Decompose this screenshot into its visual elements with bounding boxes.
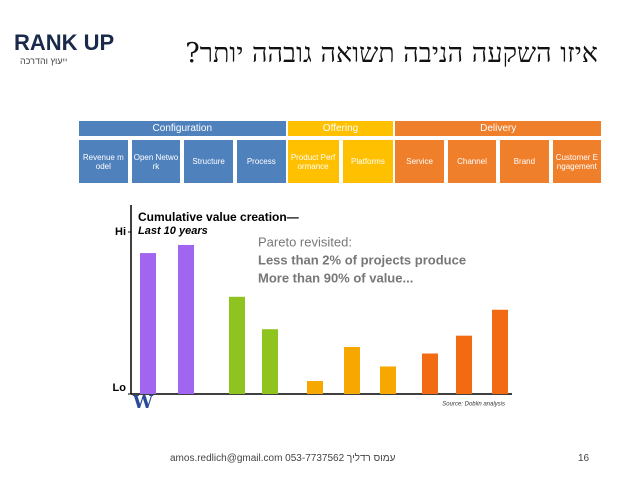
cell: Structure [184, 140, 233, 183]
page-number: 16 [578, 453, 590, 464]
group-header: Configuration [79, 121, 286, 136]
bar [344, 347, 360, 394]
bar [140, 253, 156, 394]
chart-title: Cumulative value creation— [138, 210, 299, 224]
cell-row: Revenue model Open Network Structure Proces… [79, 140, 286, 183]
bar [422, 353, 438, 394]
bar [262, 329, 278, 394]
w-logo: W [132, 392, 154, 413]
group-header: Offering [287, 121, 394, 136]
logo-text: RANK UP [14, 30, 115, 55]
annotation: More than 90% of value... [258, 270, 413, 285]
business-table: Configuration Revenue model Open Network St… [79, 121, 602, 183]
y-tick-label: Lo [113, 382, 127, 394]
chart-subtitle: Last 10 years [138, 225, 208, 237]
annotation: Less than 2% of projects produce [258, 252, 466, 267]
cell: Customer Engagement [552, 140, 602, 183]
group-header: Delivery [395, 121, 601, 136]
bar [456, 335, 472, 394]
cell: Service [395, 140, 444, 183]
bar [229, 296, 245, 394]
bar [380, 366, 396, 394]
slide-title: איזו השקעה הניבה תשואה גובהה יותר? [185, 38, 598, 69]
cell: Open Network [131, 140, 181, 183]
y-tick-label: Hi [115, 226, 126, 238]
bar [178, 244, 194, 394]
source: Source: Doblin analysis [442, 402, 505, 408]
footer: amos.redlich@gmail.com 053-7737562 עמוס … [170, 453, 396, 464]
bar [307, 381, 323, 394]
annotation: Pareto revisited: [258, 234, 352, 249]
cell: Product Performance [287, 140, 339, 183]
cell: Channel [447, 140, 497, 183]
group: Offering Product Performance Platforms [287, 121, 394, 183]
cell: Process [236, 140, 286, 183]
bar [492, 309, 508, 394]
group: Delivery Service Channel Brand Customer Enga… [395, 121, 602, 183]
cell: Brand [500, 140, 549, 183]
cell: Revenue model [79, 140, 128, 183]
cell-row: Product Performance Platforms [287, 140, 394, 183]
logo-subtitle: ייעוץ והדרכה [20, 56, 68, 66]
cell: Platforms [342, 140, 394, 183]
cell-row: Service Channel Brand Customer Engagement [395, 140, 602, 183]
group: Configuration Revenue model Open Network St… [79, 121, 286, 183]
